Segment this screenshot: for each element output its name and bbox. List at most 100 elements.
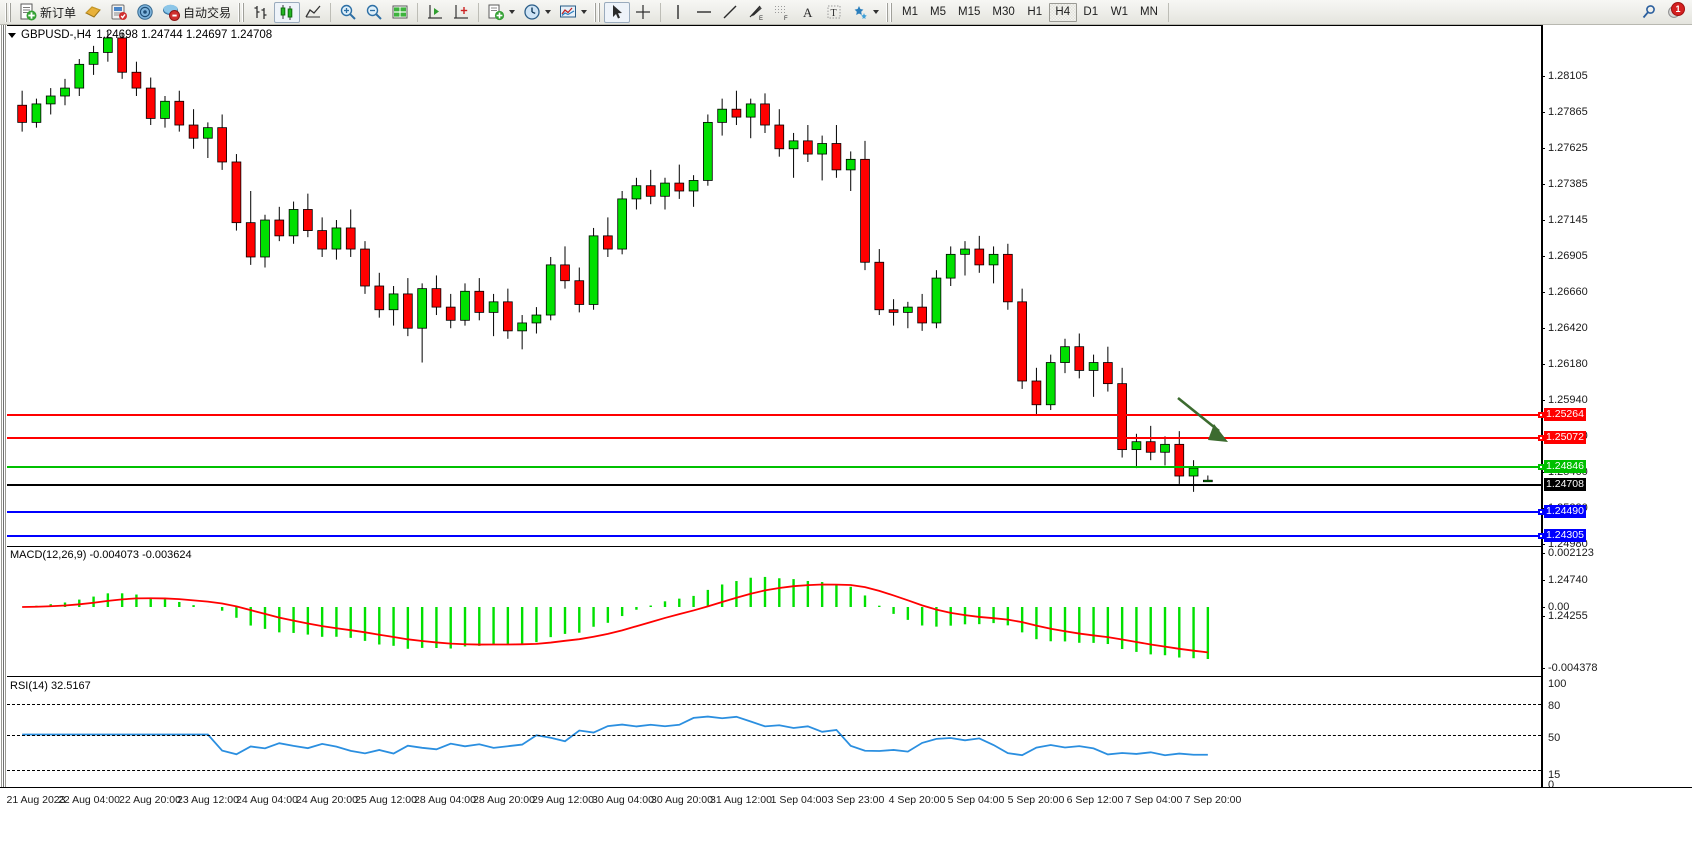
fibonacci-button[interactable]: E: [743, 2, 769, 23]
auto-trading-button[interactable]: 自动交易: [158, 2, 235, 23]
time-axis-label: 31 Aug 12:00: [710, 794, 772, 806]
text-label-button[interactable]: T: [821, 2, 847, 23]
crosshair-button[interactable]: [630, 2, 656, 23]
templates-button[interactable]: [483, 2, 519, 23]
rsi-pane[interactable]: RSI(14) 32.5167: [7, 679, 1541, 787]
shapes-button[interactable]: [847, 2, 883, 23]
horizontal-line-button[interactable]: [691, 2, 717, 23]
vertical-line-button[interactable]: [665, 2, 691, 23]
resistance-line-2[interactable]: [7, 435, 1544, 441]
support-line-green[interactable]: [7, 464, 1544, 470]
price-tick: [1541, 148, 1545, 149]
level-handle[interactable]: [1538, 533, 1544, 539]
rsi-level-80: [7, 704, 1541, 706]
timeframe-d1[interactable]: D1: [1083, 6, 1099, 18]
target-line-1[interactable]: [7, 509, 1544, 515]
chart-shift-icon: [428, 5, 443, 19]
text-label-icon: T: [827, 5, 841, 19]
macd-tick-label: 0.002123: [1548, 547, 1594, 559]
tile-windows-button[interactable]: [387, 2, 413, 23]
crosshair-icon: [636, 5, 651, 19]
auto-scroll-button[interactable]: [448, 2, 474, 23]
level-handle[interactable]: [1538, 412, 1544, 418]
level-handle[interactable]: [1538, 509, 1544, 515]
rsi-tick-label: 80: [1548, 700, 1561, 712]
main-toolbar: 新订单: [0, 0, 1692, 25]
rsi-level-50: [7, 734, 1541, 736]
terminal-button[interactable]: [106, 2, 132, 23]
toolbar-grip-1[interactable]: [5, 2, 12, 22]
chevron-down-icon[interactable]: [8, 32, 16, 38]
indicators-icon: [560, 5, 577, 18]
price-tick: [1541, 184, 1545, 185]
indicators-button[interactable]: [555, 2, 591, 23]
new-order-label: 新订单: [40, 5, 77, 20]
trendline-icon: [723, 5, 737, 19]
resistance-line-1[interactable]: [7, 412, 1544, 418]
period-dropdown-arrow[interactable]: [545, 10, 552, 14]
signal-button[interactable]: [132, 2, 158, 23]
level-handle[interactable]: [1538, 464, 1544, 470]
down-arrow-annotation[interactable]: [1170, 390, 1245, 450]
timeframe-w1[interactable]: W1: [1110, 6, 1129, 18]
toolbar-separator-4: [660, 2, 662, 22]
timeframe-m30[interactable]: M30: [992, 6, 1015, 18]
text-button[interactable]: A: [795, 2, 821, 23]
alerts-button[interactable]: 1: [1662, 2, 1685, 22]
zoom-out-button[interactable]: [361, 2, 387, 23]
new-order-button[interactable]: 新订单: [15, 2, 80, 23]
macd-pane-divider: [7, 546, 1541, 547]
terminal-icon: [111, 4, 128, 20]
bar-chart-button[interactable]: [248, 2, 274, 23]
trendline-button[interactable]: [717, 2, 743, 23]
resistance-line-2-tag: 1.25072: [1544, 431, 1586, 444]
search-button[interactable]: [1636, 2, 1662, 23]
period-button[interactable]: [519, 2, 555, 23]
indicators-dropdown-arrow[interactable]: [581, 10, 588, 14]
toolbar-grip-2[interactable]: [238, 2, 246, 22]
timeframe-m5[interactable]: M5: [930, 6, 947, 18]
data-window-button[interactable]: [80, 2, 106, 23]
macd-pane[interactable]: MACD(12,26,9) -0.004073 -0.003624: [7, 548, 1541, 675]
timeframe-mn[interactable]: MN: [1140, 6, 1158, 18]
timeframe-h4[interactable]: H4: [1048, 2, 1077, 22]
level-handle[interactable]: [1538, 435, 1544, 441]
timeframe-m1[interactable]: M1: [902, 6, 919, 18]
price-tick: [1541, 256, 1545, 257]
cursor-button[interactable]: [604, 1, 631, 23]
cursor-icon: [613, 5, 623, 19]
rsi-pane-divider-a: [7, 676, 1541, 677]
timeframe-h1[interactable]: H1: [1027, 6, 1043, 18]
data-window-icon: [85, 6, 101, 18]
tile-windows-icon: [392, 5, 408, 19]
templates-dropdown-arrow[interactable]: [509, 10, 516, 14]
chart-area[interactable]: GBPUSD-,H4 1.24698 1.24744 1.24697 1.247…: [0, 25, 1692, 855]
chart-shift-button[interactable]: [422, 2, 448, 23]
toolbar-grip-3[interactable]: [594, 2, 602, 22]
price-pane[interactable]: [7, 25, 1541, 545]
timeframe-m15[interactable]: M15: [958, 6, 981, 18]
current-price-line[interactable]: [7, 484, 1543, 486]
price-tick-label: 1.26180: [1548, 358, 1588, 370]
price-tick: [1541, 472, 1545, 473]
price-tick-label: 1.27145: [1548, 214, 1588, 226]
time-axis-label: 23 Aug 12:00: [177, 794, 239, 806]
zoom-in-button[interactable]: [335, 2, 361, 23]
candlestick-chart-button[interactable]: [274, 1, 301, 23]
target-line-2[interactable]: [7, 533, 1544, 539]
line-chart-button[interactable]: [300, 2, 326, 23]
price-tick: [1541, 580, 1545, 581]
time-axis-label: 24 Aug 04:00: [236, 794, 298, 806]
price-tick-label: 1.24740: [1548, 574, 1588, 586]
time-axis-label: 7 Sep 20:00: [1184, 794, 1242, 806]
price-tick-label: 1.27385: [1548, 178, 1588, 190]
toolbar-grip-4[interactable]: [886, 2, 894, 22]
rsi-tick-label: 15: [1548, 769, 1561, 781]
rsi-label: RSI(14) 32.5167: [10, 680, 91, 692]
equidistant-channel-button[interactable]: F: [769, 2, 795, 23]
shapes-dropdown-arrow[interactable]: [873, 10, 880, 14]
candlestick-chart: [17, 31, 1213, 492]
toolbar-separator-3: [478, 2, 480, 22]
rsi-level-15: [7, 769, 1541, 771]
